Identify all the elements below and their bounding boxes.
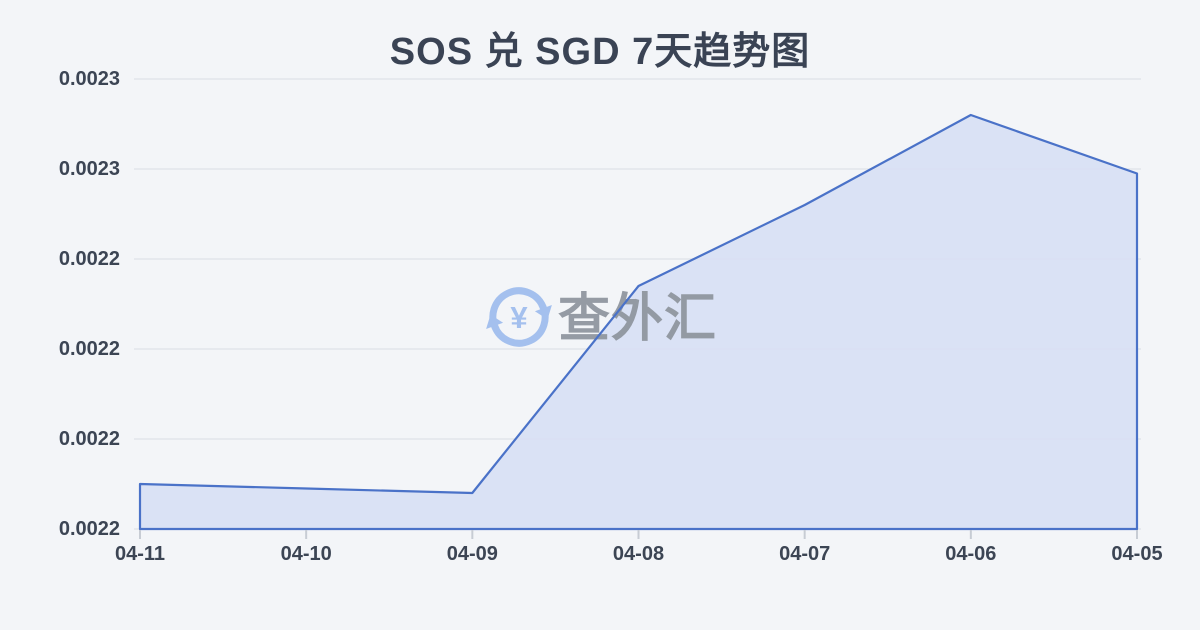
currency-exchange-icon: ¥ [486,287,552,347]
area-fill-shape [140,115,1137,529]
x-axis-tick-label: 04-11 [114,543,166,565]
x-axis-tick-label: 04-06 [945,543,997,565]
y-axis-tick-label: 0.0022 [58,248,120,270]
x-axis-tick-label: 04-09 [446,543,498,565]
y-axis-tick-label: 0.0022 [58,338,120,360]
watermark-text: 查外汇 [558,290,717,348]
yuan-symbol: ¥ [510,300,528,335]
y-axis-tick-label: 0.0022 [58,518,120,540]
x-axis-tick-label: 04-08 [612,543,665,565]
y-axis-tick-label: 0.0023 [58,158,120,180]
area-fill [140,115,1137,529]
x-axis-tick-label: 04-05 [1111,543,1163,565]
x-axis-ticks [139,530,1138,539]
x-axis-tick-label: 04-07 [779,543,831,565]
y-axis-tick-label: 0.0023 [58,68,120,90]
x-axis-tick-label: 04-10 [280,543,332,565]
trend-line-path [138,113,1139,531]
chart-title: SOS 兑 SGD 7天趋势图 [389,31,811,73]
watermark: ¥ 查外汇 [486,287,717,348]
trend-line [138,113,1139,531]
y-axis-tick-label: 0.0022 [58,428,120,450]
